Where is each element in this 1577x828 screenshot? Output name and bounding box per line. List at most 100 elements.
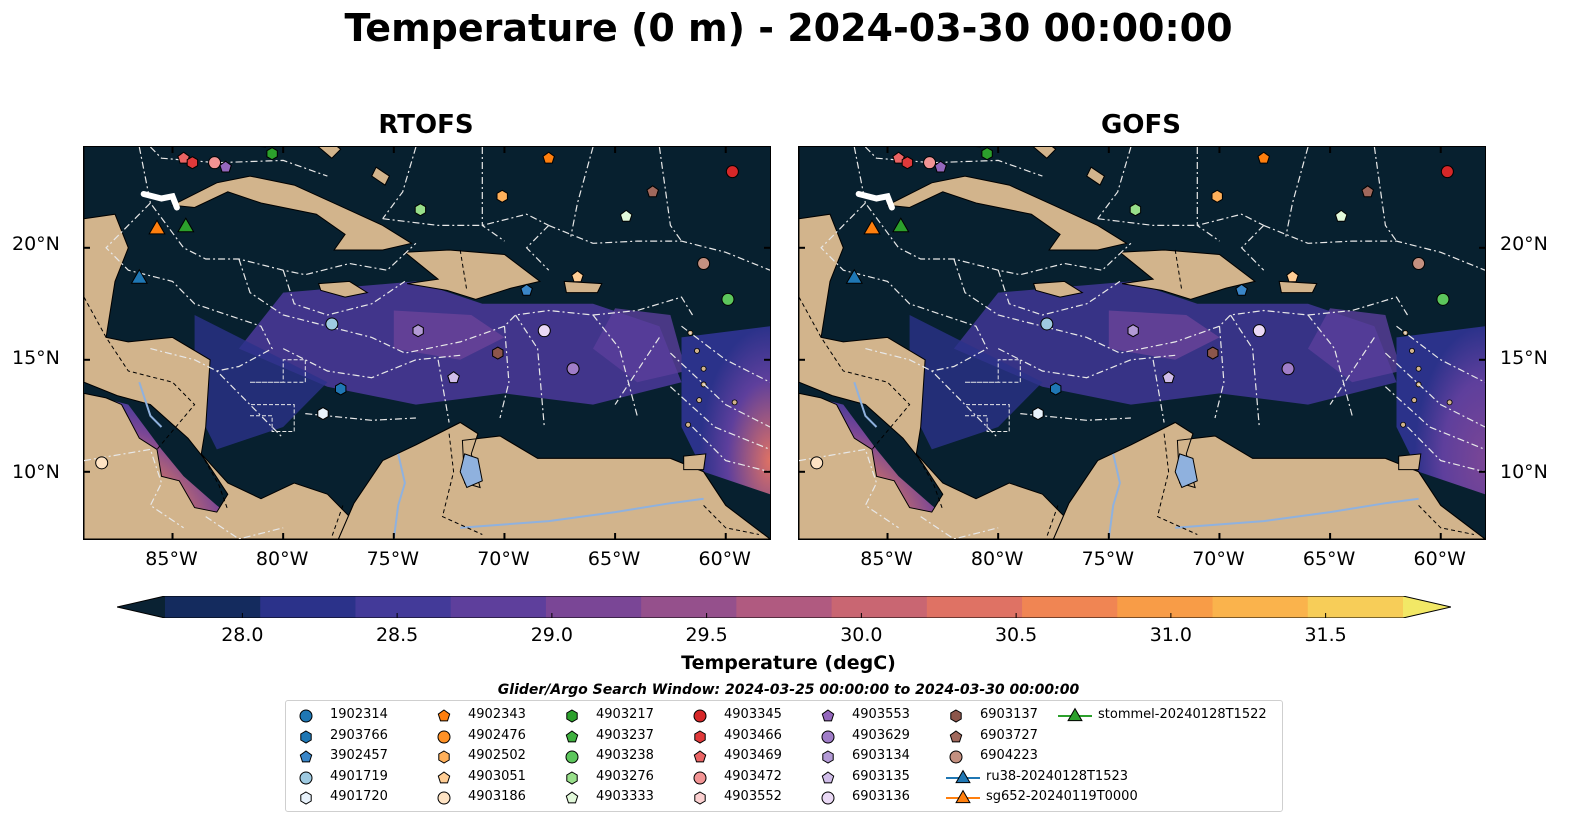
float-marker[interactable]	[1440, 165, 1454, 179]
float-marker[interactable]	[697, 256, 711, 270]
float-marker[interactable]	[537, 324, 551, 338]
float-marker[interactable]	[177, 151, 190, 164]
panel-title-rtofs: RTOFS	[378, 110, 474, 140]
legend-marker[interactable]	[299, 771, 313, 784]
map-gofs[interactable]	[798, 146, 1486, 540]
float-marker[interactable]	[1162, 371, 1175, 384]
float-marker[interactable]	[1235, 283, 1248, 296]
float-marker[interactable]	[492, 346, 504, 360]
float-marker[interactable]	[1032, 407, 1044, 421]
float-marker[interactable]	[1129, 203, 1142, 217]
eez-boundary	[997, 270, 1121, 316]
float-marker[interactable]	[186, 156, 199, 170]
float-marker[interactable]	[981, 147, 993, 161]
float-marker[interactable]	[619, 209, 633, 222]
legend-marker[interactable]	[438, 750, 450, 764]
legend-marker[interactable]	[694, 791, 706, 805]
glider-marker[interactable]	[177, 217, 195, 233]
float-marker[interactable]	[1040, 317, 1054, 331]
eez-boundary	[305, 413, 416, 421]
float-marker[interactable]	[1207, 346, 1219, 360]
float-marker[interactable]	[1361, 185, 1374, 198]
lake-maracaibo	[459, 453, 483, 489]
legend-marker[interactable]	[955, 769, 971, 783]
legend-marker[interactable]	[693, 750, 707, 763]
colorbar-tick-label: 29.0	[530, 624, 574, 646]
glider-marker[interactable]	[892, 217, 910, 233]
float-marker[interactable]	[721, 292, 735, 306]
float-marker[interactable]	[923, 156, 937, 170]
legend-marker[interactable]	[694, 729, 706, 744]
legend-label: 4903629	[852, 727, 910, 743]
float-marker[interactable]	[1211, 189, 1223, 203]
legend-marker[interactable]	[1067, 707, 1083, 722]
float-marker[interactable]	[646, 185, 659, 198]
float-marker[interactable]	[810, 456, 824, 470]
float-marker[interactable]	[266, 147, 278, 161]
float-marker[interactable]	[892, 151, 905, 164]
float-marker[interactable]	[414, 203, 427, 217]
legend-marker[interactable]	[566, 709, 578, 723]
float-marker[interactable]	[219, 160, 232, 173]
land-jamaica	[317, 280, 369, 298]
legend-marker[interactable]	[822, 750, 834, 764]
border	[200, 453, 229, 511]
float-marker[interactable]	[725, 165, 739, 179]
glider-marker[interactable]	[845, 268, 863, 284]
eez-boundary	[1240, 224, 1265, 271]
float-marker[interactable]	[95, 456, 109, 470]
float-marker[interactable]	[1281, 362, 1295, 376]
glider-marker[interactable]	[863, 219, 881, 235]
float-marker[interactable]	[1286, 270, 1299, 283]
legend-marker[interactable]	[437, 709, 451, 722]
float-marker[interactable]	[542, 151, 555, 164]
float-marker[interactable]	[1412, 256, 1426, 270]
float-marker[interactable]	[447, 371, 460, 384]
legend-marker[interactable]	[299, 750, 313, 763]
float-marker[interactable]	[208, 156, 222, 170]
legend-marker[interactable]	[565, 791, 579, 804]
glider-marker[interactable]	[148, 219, 166, 235]
float-marker[interactable]	[934, 160, 947, 173]
legend-marker[interactable]	[949, 750, 963, 764]
map-rtofs[interactable]	[83, 146, 771, 540]
legend-marker[interactable]	[821, 791, 835, 805]
glider-marker[interactable]	[130, 268, 148, 284]
float-marker[interactable]	[1127, 324, 1139, 338]
float-marker[interactable]	[901, 156, 914, 170]
legend-marker[interactable]	[955, 789, 971, 804]
legend-marker[interactable]	[300, 729, 312, 744]
legend-marker[interactable]	[693, 709, 707, 723]
float-marker[interactable]	[566, 362, 580, 376]
float-marker[interactable]	[317, 407, 329, 421]
legend-marker[interactable]	[437, 791, 451, 805]
lon-label: 65°W	[587, 548, 641, 570]
legend-marker[interactable]	[821, 730, 835, 743]
legend-label: 6903134	[852, 748, 910, 763]
legend-marker[interactable]	[693, 771, 707, 784]
legend-marker[interactable]	[821, 709, 835, 722]
float-marker[interactable]	[520, 283, 533, 296]
legend-marker[interactable]	[437, 770, 451, 783]
float-marker[interactable]	[1257, 151, 1270, 164]
legend-marker[interactable]	[821, 770, 835, 783]
legend-marker[interactable]	[566, 770, 578, 785]
legend-marker[interactable]	[565, 729, 579, 742]
float-marker[interactable]	[496, 189, 508, 203]
legend-marker[interactable]	[949, 729, 963, 742]
colorbar-segment	[545, 596, 642, 618]
float-marker[interactable]	[1436, 292, 1450, 306]
legend-marker[interactable]	[950, 709, 962, 723]
float-marker[interactable]	[335, 382, 347, 396]
float-marker[interactable]	[325, 317, 339, 331]
legend-marker[interactable]	[565, 750, 579, 764]
legend-marker[interactable]	[300, 791, 312, 805]
float-marker[interactable]	[571, 270, 584, 283]
float-marker[interactable]	[1334, 209, 1348, 222]
float-marker[interactable]	[1050, 382, 1062, 396]
float-marker[interactable]	[1252, 324, 1266, 338]
float-marker[interactable]	[412, 324, 424, 338]
legend-marker[interactable]	[437, 730, 451, 743]
land-trinidad	[1398, 453, 1422, 471]
legend-marker[interactable]	[299, 709, 313, 723]
